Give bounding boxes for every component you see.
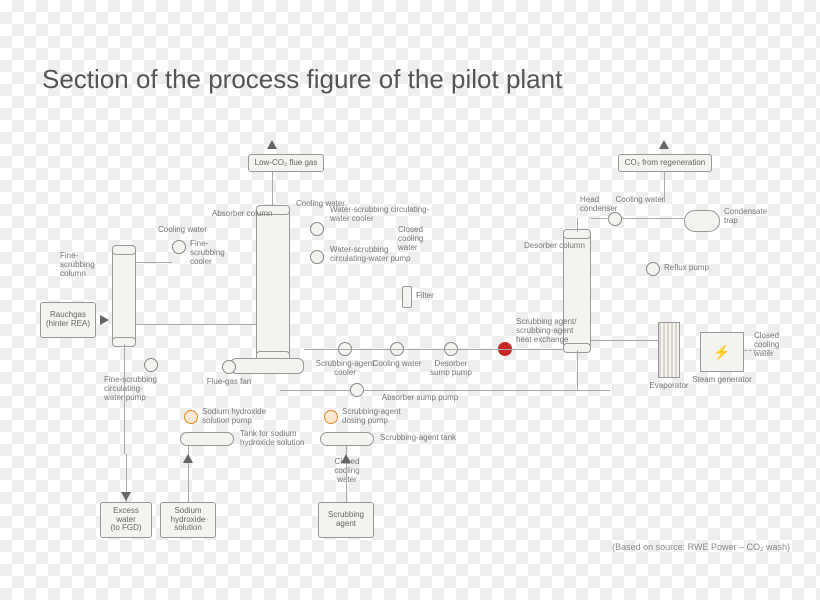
- page-title: Section of the process figure of the pil…: [42, 64, 562, 95]
- fine-scrubbing-cooler-label: Fine-scrubbingcooler: [190, 240, 225, 266]
- evaporator: [658, 322, 680, 378]
- line: [591, 340, 658, 341]
- cooling-water-label-3: Cooling water: [373, 360, 422, 369]
- fine-scrubbing-column: [112, 248, 136, 344]
- absorber-sump-pump: [350, 383, 364, 397]
- head-condenser: [608, 212, 622, 226]
- arrow-up-icon: [183, 454, 193, 463]
- line: [744, 350, 770, 351]
- fine-scrubbing-column-label: Fine-scrubbingcolumn: [60, 252, 95, 278]
- line: [577, 218, 578, 232]
- steam-generator-label: Steam generator: [692, 376, 752, 385]
- head-condenser-label: Headcondenser: [580, 196, 617, 214]
- excess-water-box: Excesswater(to FGD): [100, 502, 152, 538]
- desorber-sump-pump-label: Desorbersump pump: [430, 360, 472, 378]
- line: [591, 218, 609, 219]
- fine-scrub-circ-pump-label: Fine-scrubbingcirculating-water pump: [104, 376, 157, 402]
- source-attribution: (Based on source: RWE Power – CO₂ wash): [612, 542, 790, 552]
- reflux-pump: [646, 262, 660, 276]
- condensate-trap: [684, 210, 720, 232]
- water-scrub-pump: [310, 250, 324, 264]
- scrubbing-agent-cooler-label: Scrubbing-agentcooler: [316, 360, 375, 378]
- heat-exchange-label: Scrubbing agent/scrubbing-agentheat exch…: [516, 318, 577, 344]
- line: [272, 172, 273, 208]
- diagram-canvas: Section of the process figure of the pil…: [0, 0, 820, 600]
- desorber-column-label: Desorber column: [524, 242, 585, 251]
- naoh-pump: [184, 410, 198, 424]
- cooling-water-label: Cooling water: [158, 226, 207, 235]
- cooling-water-label-4: Cooling water: [616, 196, 665, 205]
- scrub-agent-tank: [320, 432, 374, 446]
- fine-scrubbing-cooler: [172, 240, 186, 254]
- naoh-pump-label: Sodium hydroxidesolution pump: [202, 408, 266, 426]
- scrub-agent-dosing-pump: [324, 410, 338, 424]
- arrow-right-icon: [100, 315, 109, 325]
- arrow-up-icon: [659, 140, 669, 149]
- scrub-agent-dosing-label: Scrubbing-agentdosing pump: [342, 408, 401, 426]
- rauchgas-input: Rauchgas (hinter REA): [40, 302, 96, 338]
- closed-cw-label-1: Closedcoolingwater: [398, 226, 423, 252]
- filter: [402, 286, 412, 308]
- closed-cw-label-3: Closedcoolingwater: [754, 332, 779, 358]
- scrub-agent-tank-label: Scrubbing-agent tank: [380, 434, 456, 443]
- co2-regen-box: CO₂ from regeneration: [618, 154, 712, 172]
- line: [622, 218, 684, 219]
- line: [124, 344, 125, 454]
- water-scrub-cooler-label: Water-scrubbing circulating-water cooler: [330, 206, 429, 224]
- steam-generator: ⚡: [700, 332, 744, 372]
- flue-gas-fan: [222, 360, 236, 374]
- flue-gas-fan-label: Flue-gas fan: [207, 378, 251, 387]
- reflux-pump-label: Reflux pump: [664, 264, 709, 273]
- line: [577, 350, 578, 390]
- absorber-column-label: Absorber column: [212, 210, 272, 219]
- filter-label: Filter: [416, 292, 434, 301]
- line: [280, 390, 610, 391]
- naoh-tank: [180, 432, 234, 446]
- line: [136, 262, 172, 263]
- absorber-sump-pump-label: Absorber sump pump: [382, 394, 458, 403]
- line: [136, 324, 256, 325]
- fine-scrub-circ-pump: [144, 358, 158, 372]
- low-co2-box: Low-CO₂ flue gas: [248, 154, 324, 172]
- arrow-up-icon: [267, 140, 277, 149]
- naoh-tank-label: Tank for sodiumhydroxide solution: [240, 430, 304, 448]
- condensate-trap-label: Condensatetrap: [724, 208, 767, 226]
- arrow-up-icon: [341, 454, 351, 463]
- evaporator-label: Evaporator: [649, 382, 688, 391]
- absorber-sump: [230, 358, 304, 374]
- scrub-agent-input-box: Scrubbingagent: [318, 502, 374, 538]
- line: [304, 349, 564, 350]
- water-scrub-cooler: [310, 222, 324, 236]
- arrow-down-icon: [121, 492, 131, 501]
- absorber-column: [256, 208, 290, 358]
- naoh-input-box: Sodiumhydroxidesolution: [160, 502, 216, 538]
